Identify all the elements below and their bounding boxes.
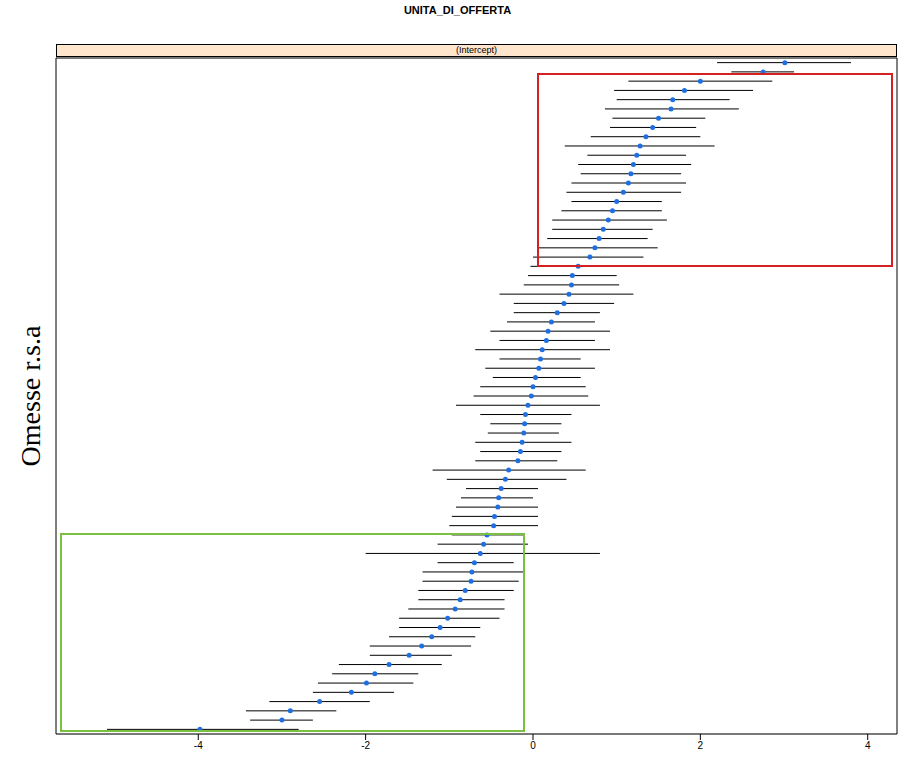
svg-text:-4: -4 [194, 740, 203, 751]
svg-text:0: 0 [530, 740, 536, 751]
svg-text:-2: -2 [361, 740, 370, 751]
html-text:UNITA_DI_OFFERTA: UNITA_DI_OFFERTA [403, 4, 512, 16]
svg-text:4: 4 [865, 740, 871, 751]
html-text:Omesse r.s.a: Omesse r.s.a [15, 325, 46, 467]
svg-text:2: 2 [698, 740, 704, 751]
html-text:(Intercept): (Intercept) [456, 45, 497, 55]
